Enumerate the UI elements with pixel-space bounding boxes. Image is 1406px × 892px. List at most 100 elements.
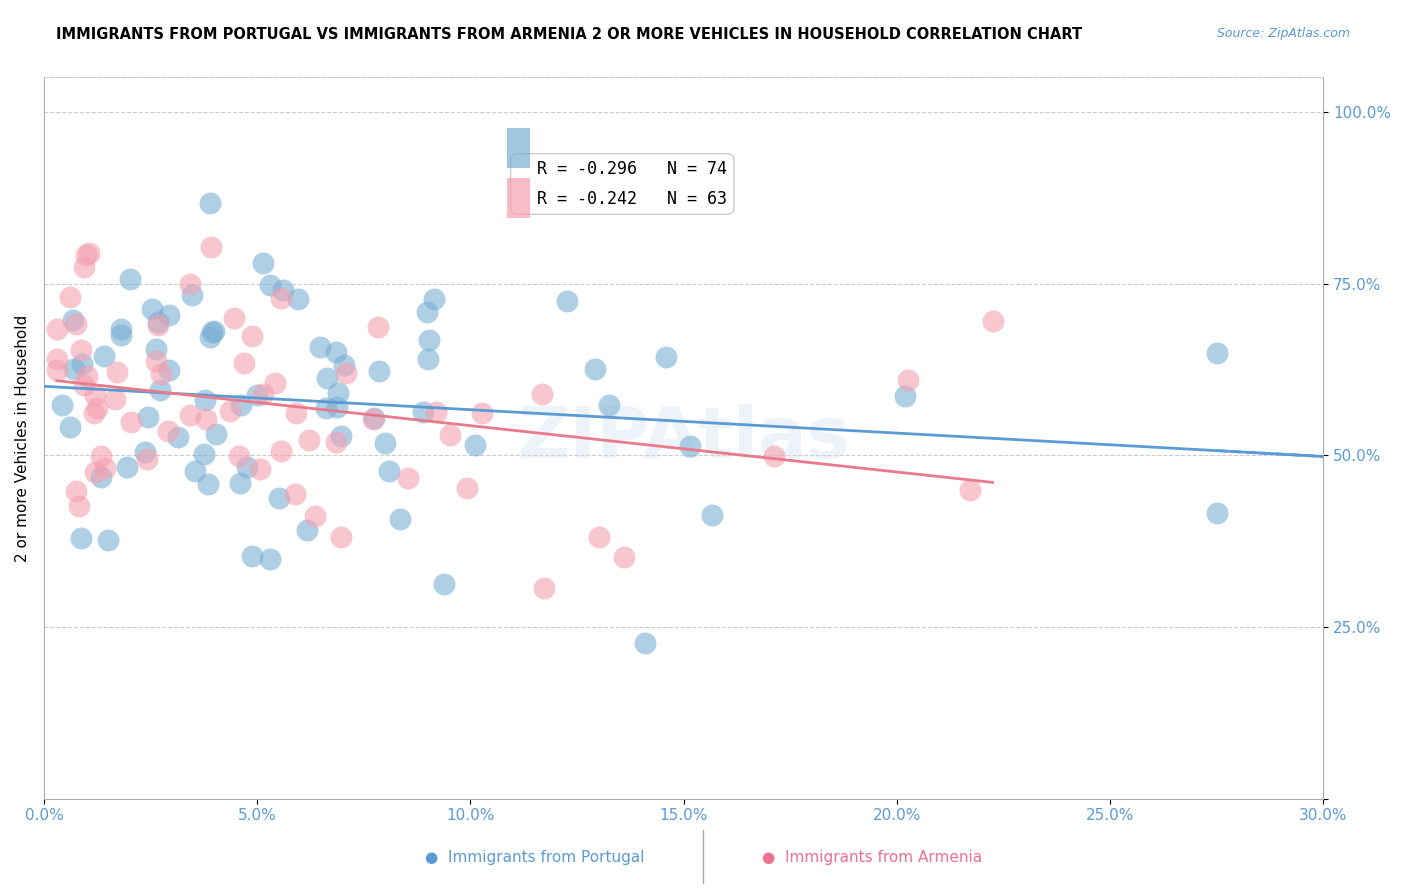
Y-axis label: 2 or more Vehicles in Household: 2 or more Vehicles in Household bbox=[15, 315, 30, 562]
Immigrants from Portugal bbox=[415, 305, 437, 319]
Immigrants from Portugal bbox=[197, 477, 219, 491]
Immigrants from Armenia bbox=[86, 401, 108, 416]
Immigrants from Armenia bbox=[471, 406, 494, 420]
Immigrants from Portugal bbox=[236, 460, 259, 475]
Immigrants from Portugal bbox=[72, 358, 94, 372]
Immigrants from Portugal bbox=[330, 429, 353, 443]
Immigrants from Portugal bbox=[433, 577, 456, 591]
Immigrants from Portugal bbox=[655, 350, 678, 364]
Immigrants from Armenia bbox=[361, 412, 384, 426]
Immigrants from Armenia bbox=[224, 311, 246, 326]
Immigrants from Portugal bbox=[240, 549, 263, 564]
Immigrants from Armenia bbox=[179, 409, 201, 423]
Immigrants from Portugal bbox=[117, 460, 139, 475]
Text: ZIPAtlas: ZIPAtlas bbox=[517, 403, 849, 473]
Immigrants from Portugal bbox=[679, 439, 702, 453]
Immigrants from Armenia bbox=[84, 388, 107, 402]
Immigrants from Portugal bbox=[145, 343, 167, 357]
Immigrants from Portugal bbox=[422, 292, 444, 306]
Immigrants from Portugal bbox=[157, 308, 180, 322]
Immigrants from Armenia bbox=[45, 352, 67, 367]
Immigrants from Armenia bbox=[228, 449, 250, 463]
Immigrants from Armenia bbox=[530, 387, 553, 401]
Immigrants from Armenia bbox=[425, 405, 447, 419]
Immigrants from Portugal bbox=[333, 358, 356, 372]
Immigrants from Armenia bbox=[104, 392, 127, 407]
Immigrants from Portugal bbox=[388, 512, 411, 526]
Immigrants from Armenia bbox=[45, 363, 67, 377]
Immigrants from Armenia bbox=[396, 471, 419, 485]
Immigrants from Portugal bbox=[59, 419, 82, 434]
Immigrants from Portugal bbox=[228, 476, 250, 491]
Immigrants from Portugal bbox=[894, 389, 917, 403]
Immigrants from Armenia bbox=[149, 367, 172, 381]
Immigrants from Portugal bbox=[63, 361, 86, 376]
Immigrants from Armenia bbox=[73, 260, 96, 274]
Immigrants from Portugal bbox=[368, 364, 391, 378]
Immigrants from Armenia bbox=[613, 550, 636, 565]
Immigrants from Portugal bbox=[416, 352, 439, 367]
Immigrants from Armenia bbox=[270, 291, 292, 305]
Immigrants from Armenia bbox=[456, 482, 478, 496]
Immigrants from Portugal bbox=[194, 392, 217, 407]
Immigrants from Portugal bbox=[374, 435, 396, 450]
Immigrants from Armenia bbox=[73, 377, 96, 392]
Immigrants from Portugal bbox=[259, 278, 281, 293]
Immigrants from Portugal bbox=[267, 491, 290, 505]
Immigrants from Armenia bbox=[79, 245, 101, 260]
Text: R = -0.296   N = 74
  R = -0.242   N = 63: R = -0.296 N = 74 R = -0.242 N = 63 bbox=[517, 161, 727, 208]
Immigrants from Portugal bbox=[325, 400, 347, 414]
Immigrants from Armenia bbox=[233, 356, 256, 370]
Immigrants from Portugal bbox=[201, 325, 224, 339]
Immigrants from Portugal bbox=[202, 324, 225, 338]
Text: IMMIGRANTS FROM PORTUGAL VS IMMIGRANTS FROM ARMENIA 2 OR MORE VEHICLES IN HOUSEH: IMMIGRANTS FROM PORTUGAL VS IMMIGRANTS F… bbox=[56, 27, 1083, 42]
Immigrants from Armenia bbox=[897, 373, 920, 387]
Immigrants from Portugal bbox=[167, 430, 190, 444]
Immigrants from Armenia bbox=[75, 248, 97, 262]
Immigrants from Portugal bbox=[1205, 346, 1227, 360]
Immigrants from Armenia bbox=[145, 353, 167, 368]
Immigrants from Armenia bbox=[157, 425, 180, 439]
Immigrants from Armenia bbox=[146, 318, 169, 332]
Immigrants from Armenia bbox=[367, 320, 389, 334]
Text: ●  Immigrants from Portugal: ● Immigrants from Portugal bbox=[425, 850, 644, 865]
Immigrants from Armenia bbox=[179, 277, 201, 291]
Immigrants from Armenia bbox=[270, 443, 292, 458]
Immigrants from Armenia bbox=[240, 329, 263, 343]
Immigrants from Portugal bbox=[93, 350, 115, 364]
Immigrants from Portugal bbox=[633, 636, 655, 650]
Immigrants from Armenia bbox=[959, 483, 981, 498]
Immigrants from Portugal bbox=[259, 551, 281, 566]
Immigrants from Armenia bbox=[219, 403, 242, 417]
Immigrants from Portugal bbox=[198, 330, 221, 344]
Immigrants from Armenia bbox=[45, 322, 67, 336]
Immigrants from Armenia bbox=[263, 376, 285, 391]
Immigrants from Armenia bbox=[84, 465, 107, 479]
Immigrants from Portugal bbox=[287, 293, 309, 307]
Immigrants from Portugal bbox=[377, 464, 399, 478]
Immigrants from Armenia bbox=[533, 581, 555, 595]
Immigrants from Portugal bbox=[598, 399, 620, 413]
Immigrants from Portugal bbox=[97, 533, 120, 547]
Immigrants from Armenia bbox=[298, 433, 321, 447]
Immigrants from Portugal bbox=[146, 315, 169, 329]
Bar bbox=[508, 178, 530, 219]
Immigrants from Portugal bbox=[205, 426, 228, 441]
Immigrants from Armenia bbox=[194, 412, 217, 426]
Immigrants from Armenia bbox=[588, 531, 610, 545]
Immigrants from Armenia bbox=[335, 366, 357, 380]
Immigrants from Portugal bbox=[464, 437, 486, 451]
Immigrants from Armenia bbox=[252, 387, 274, 401]
Immigrants from Portugal bbox=[363, 411, 385, 425]
Immigrants from Portugal bbox=[193, 447, 215, 461]
Immigrants from Portugal bbox=[62, 313, 84, 327]
Immigrants from Armenia bbox=[76, 368, 98, 383]
Immigrants from Portugal bbox=[198, 196, 221, 211]
Immigrants from Portugal bbox=[702, 508, 724, 522]
Immigrants from Armenia bbox=[70, 343, 93, 357]
Immigrants from Portugal bbox=[181, 287, 204, 301]
Immigrants from Portugal bbox=[157, 362, 180, 376]
Immigrants from Portugal bbox=[252, 256, 274, 270]
Immigrants from Armenia bbox=[329, 531, 352, 545]
Immigrants from Portugal bbox=[90, 469, 112, 483]
